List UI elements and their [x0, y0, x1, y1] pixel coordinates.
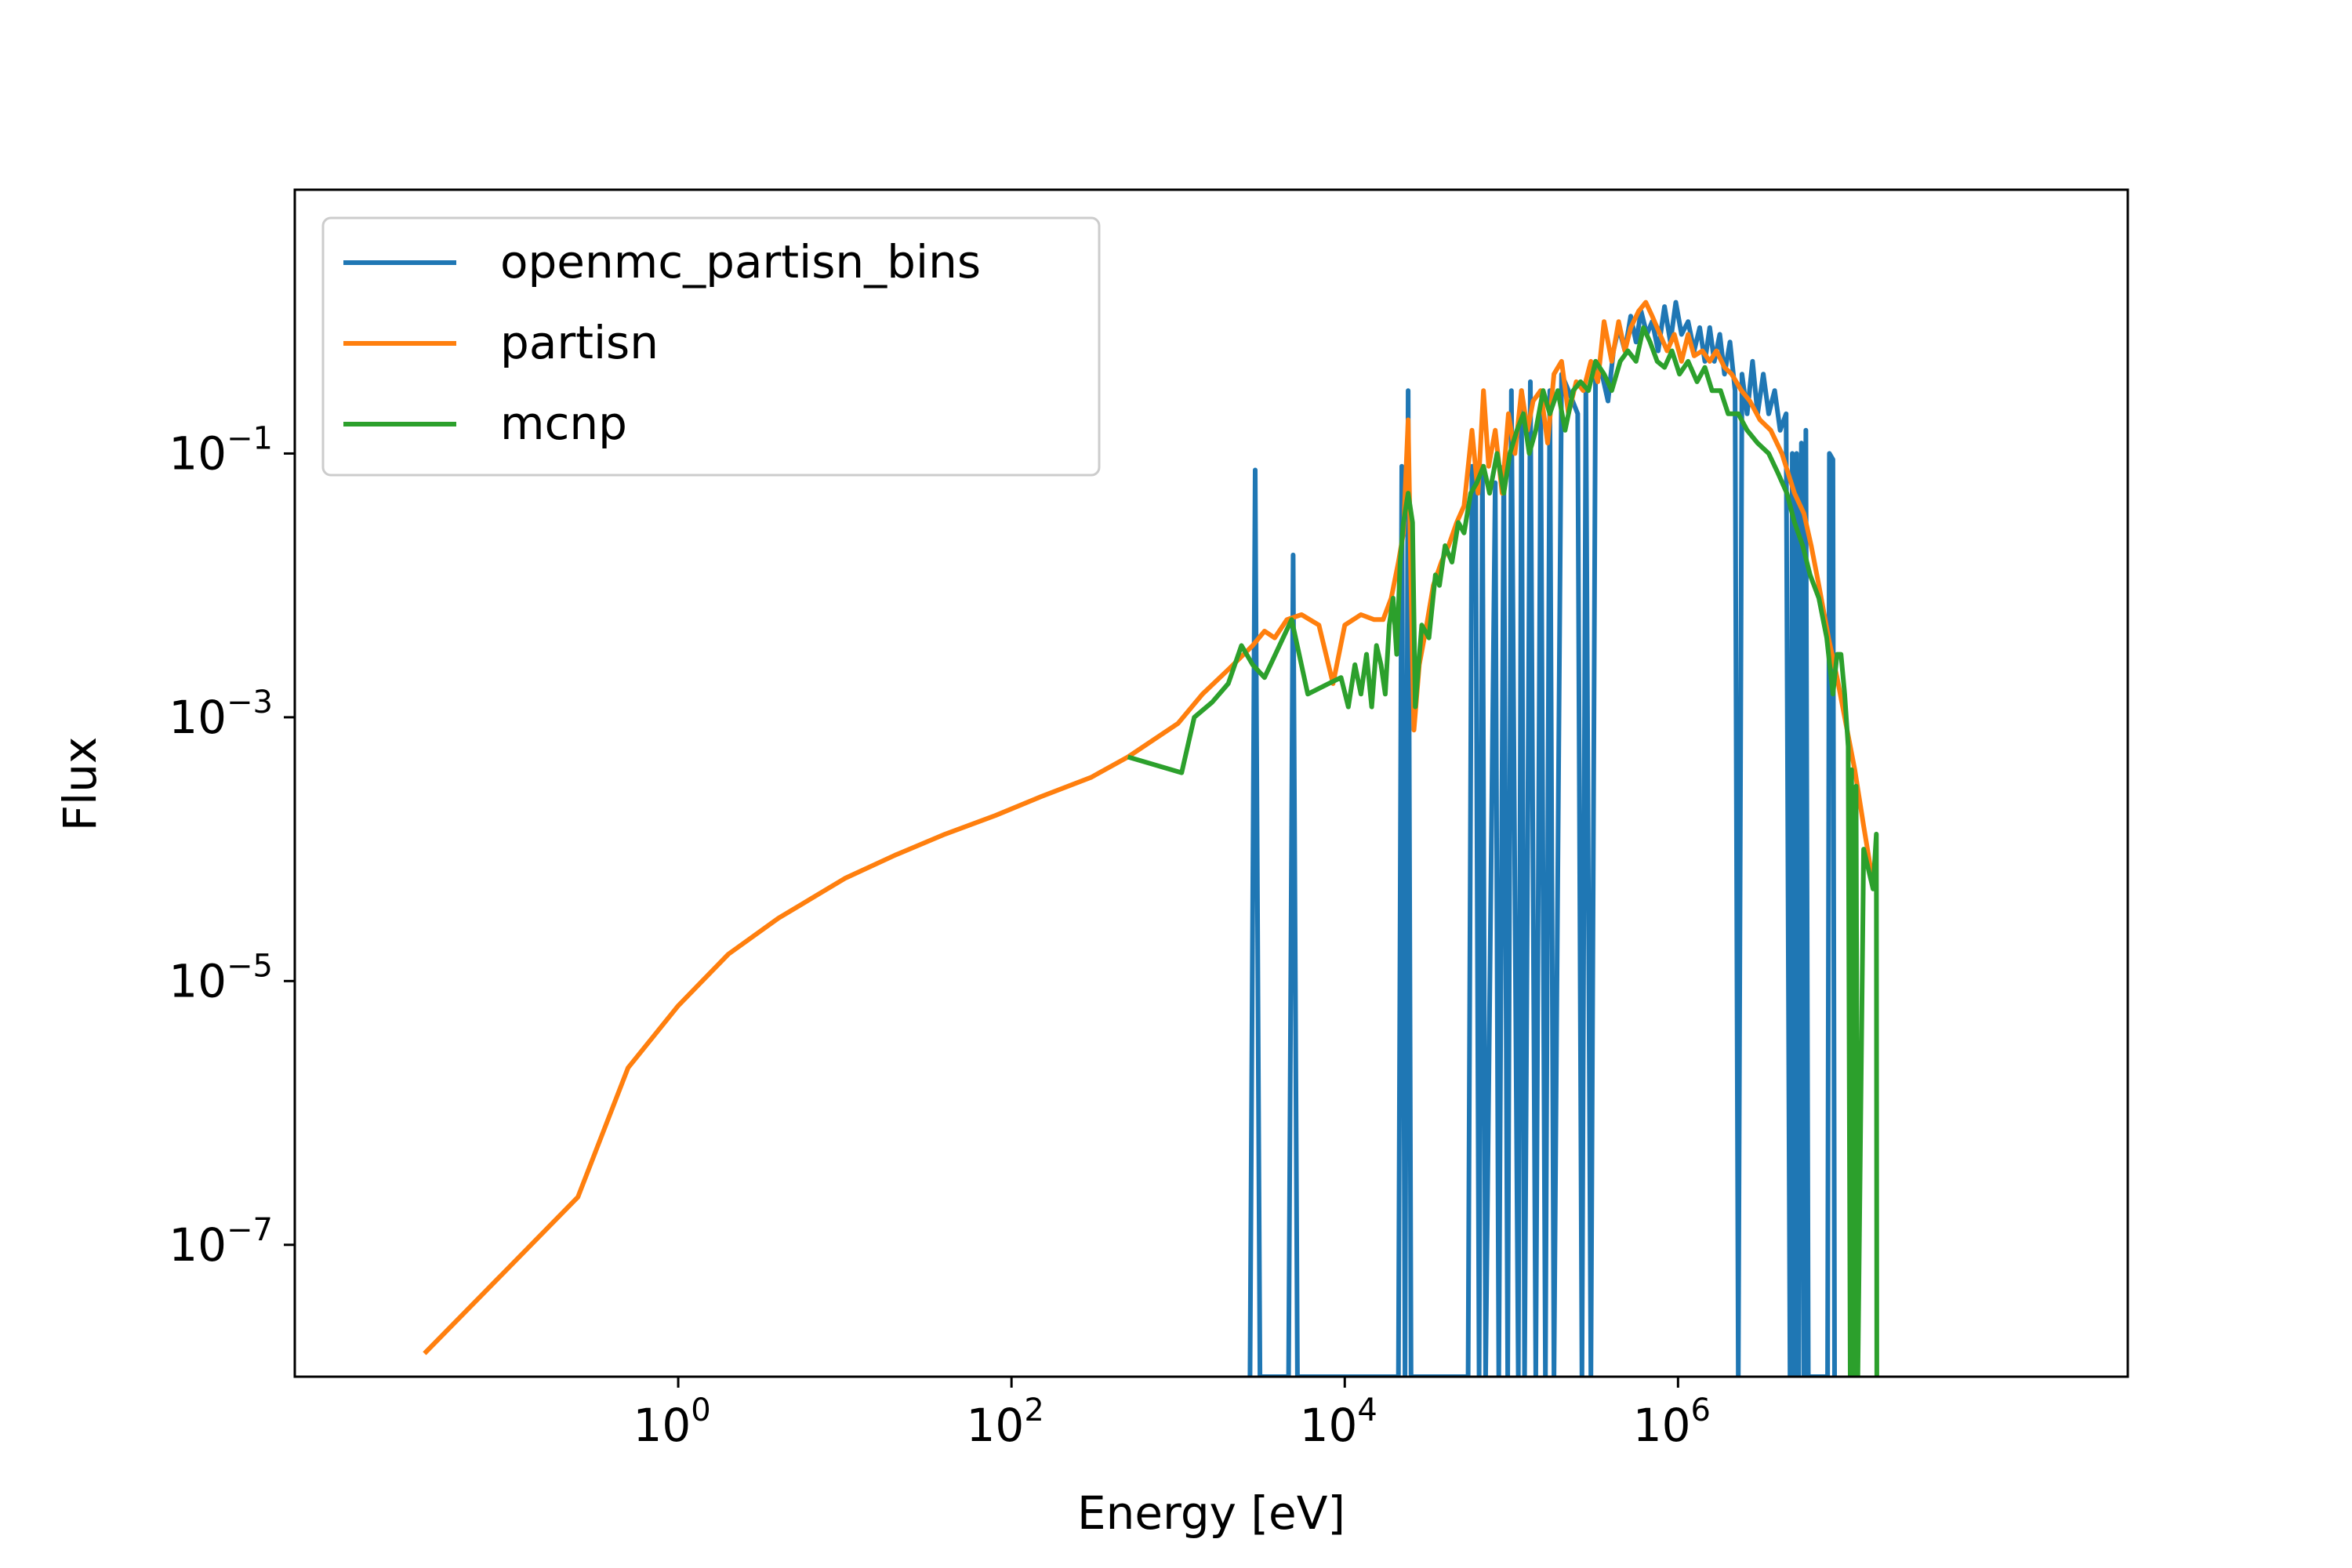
series-line-mcnp: [1127, 325, 1879, 1377]
series-line-partisn: [423, 299, 1877, 1356]
legend-label-partisn: partisn: [500, 316, 659, 369]
x-axis-label: Energy [eV]: [1077, 1486, 1345, 1540]
y-axis-ticks: 10−7 10−5 10−3 10−1: [169, 420, 295, 1272]
y-axis-label: Flux: [53, 737, 107, 832]
y-tick-label: 10−7: [169, 1212, 273, 1272]
x-tick-label: 100: [633, 1392, 710, 1452]
x-tick-label: 104: [1300, 1392, 1377, 1452]
legend-label-openmc: openmc_partisn_bins: [500, 235, 981, 289]
legend: openmc_partisn_bins partisn mcnp: [321, 216, 1101, 477]
x-tick-label: 106: [1633, 1392, 1711, 1452]
legend-entry-mcnp: mcnp: [343, 397, 627, 450]
x-axis-ticks: 100 102 104 106: [633, 1377, 1711, 1452]
legend-label-mcnp: mcnp: [500, 397, 627, 450]
x-tick-label: 102: [967, 1392, 1044, 1452]
y-tick-label: 10−3: [169, 684, 273, 744]
legend-box: [321, 216, 1101, 477]
series-layer: [423, 299, 1879, 1377]
y-tick-label: 10−1: [169, 420, 273, 480]
legend-entry-openmc: openmc_partisn_bins: [343, 235, 981, 289]
plot-frame: [293, 188, 2129, 1378]
legend-entry-partisn: partisn: [343, 316, 659, 369]
y-tick-label: 10−5: [169, 948, 273, 1007]
